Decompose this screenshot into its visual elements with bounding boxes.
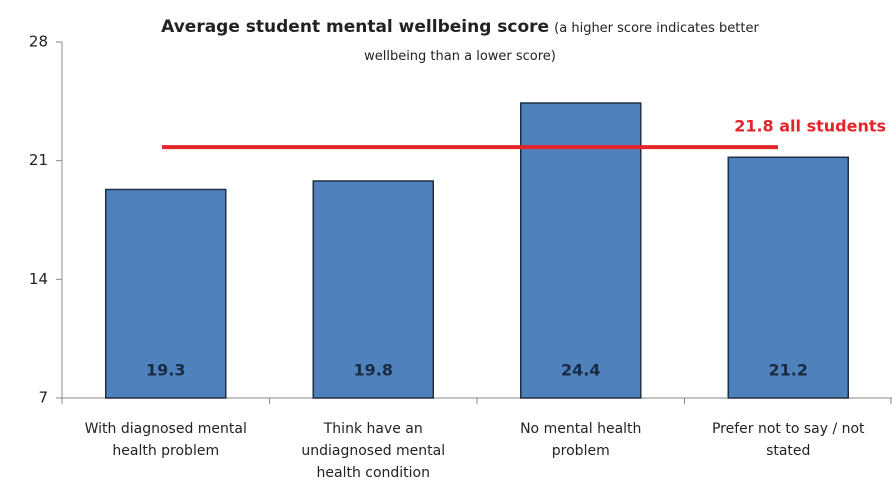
title-block: Average student mental wellbeing score (… — [130, 14, 790, 70]
y-tick-label: 21 — [29, 151, 48, 169]
x-tick-label: With diagnosed mental health problem — [84, 421, 247, 459]
bar — [520, 102, 642, 399]
chart-subtitle: (a higher score indicates better wellbei… — [364, 21, 759, 64]
bar — [312, 180, 434, 399]
bar — [105, 188, 227, 399]
y-tick-label: 14 — [29, 270, 48, 288]
x-tick-label: No mental health problem — [520, 421, 642, 459]
value-label: 24.4 — [561, 361, 600, 380]
x-tick-label: Prefer not to say / not stated — [711, 421, 865, 459]
value-label: 19.8 — [354, 361, 393, 380]
value-label: 19.3 — [146, 361, 185, 380]
bar — [727, 156, 849, 399]
x-tick-label: Think have an undiagnosed mental health … — [301, 421, 446, 481]
y-tick-label: 28 — [29, 33, 48, 51]
chart-title: Average student mental wellbeing score — [161, 17, 550, 37]
value-label: 21.2 — [769, 361, 808, 380]
reference-label: 21.8 all students — [734, 117, 886, 136]
y-tick-label: 7 — [38, 389, 48, 407]
